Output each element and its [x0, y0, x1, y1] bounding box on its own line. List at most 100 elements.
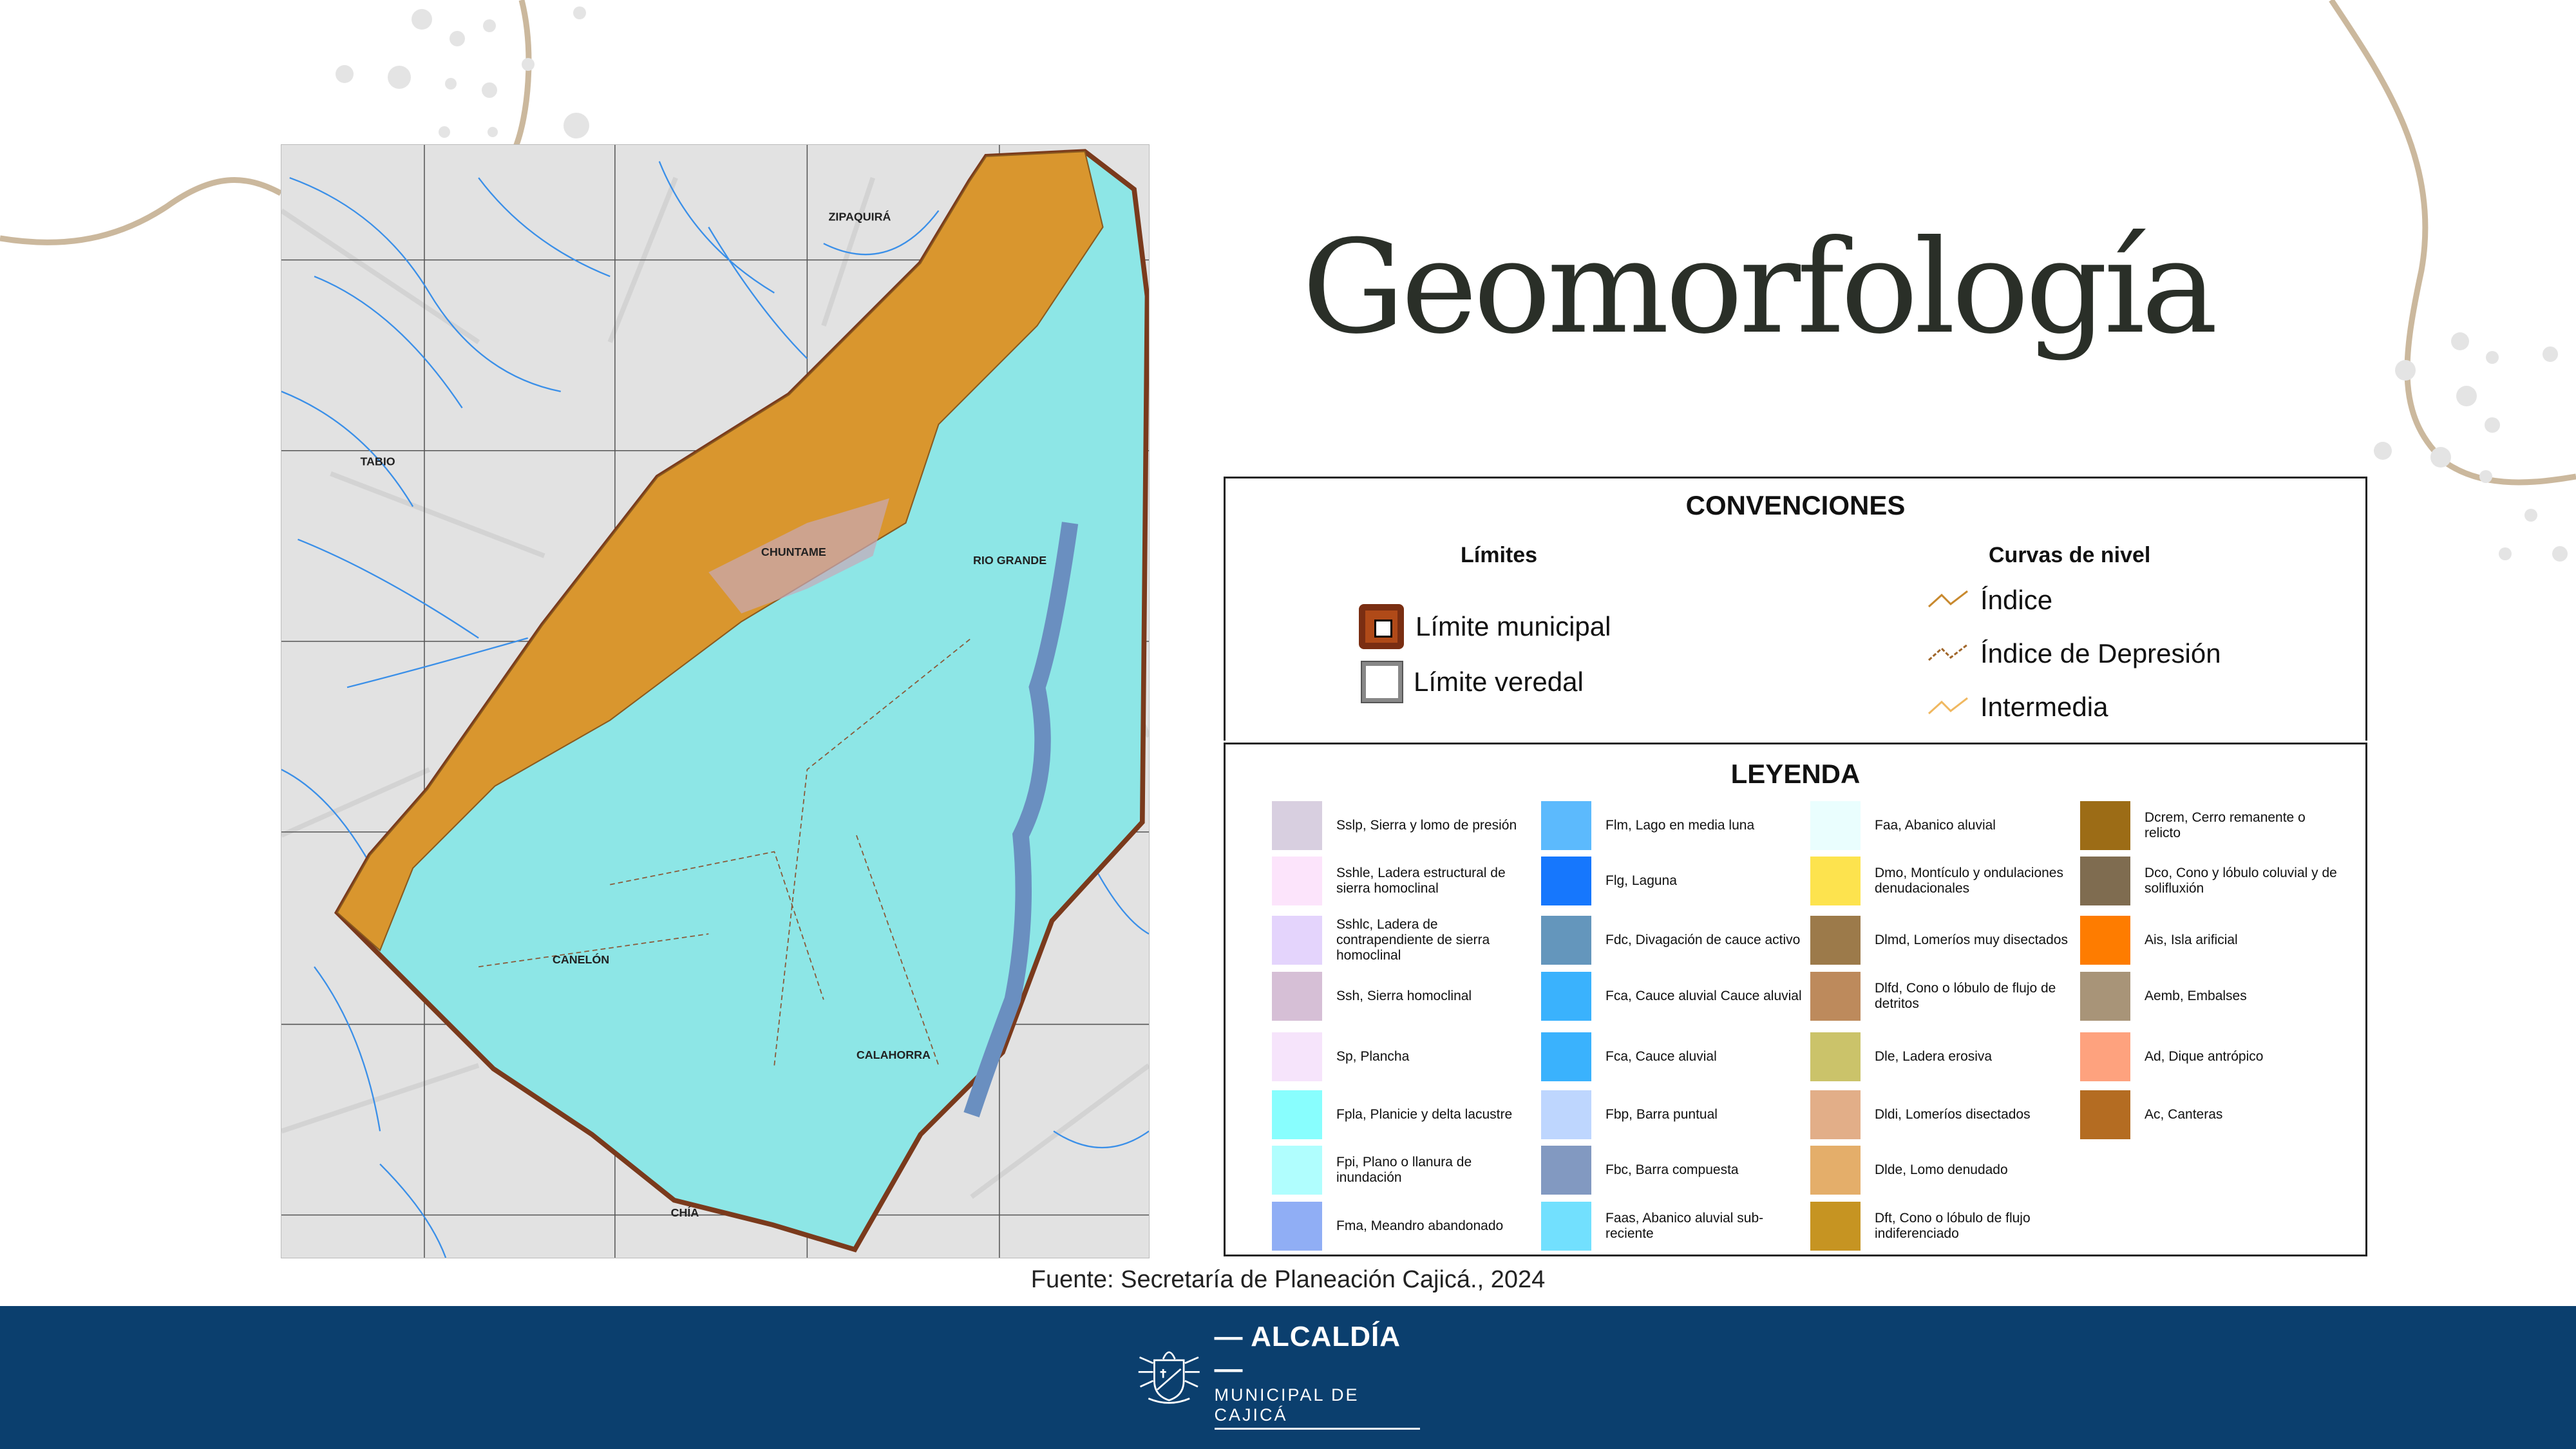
- intermediate-contour-icon: [1927, 697, 1968, 715]
- legend-item: Sshlc, Ladera de contrapendiente de sier…: [1272, 914, 1536, 967]
- legend-swatch: [1541, 1202, 1591, 1251]
- source-caption: Fuente: Secretaría de Planeación Cajicá.…: [1030, 1266, 1546, 1293]
- legend-swatch: [2080, 1032, 2130, 1081]
- legend-label: Fpi, Plano o llanura de inundación: [1336, 1155, 1472, 1185]
- legend-label: Dcrem, Cerro remanente o relicto: [2145, 810, 2306, 840]
- legend-municipal-boundary: Límite municipal: [1359, 604, 1611, 649]
- alcaldia-logo: — ALCALDÍA — MUNICIPAL DE CAJICÁ: [1137, 1321, 1420, 1430]
- municipal-boundary-icon: [1359, 604, 1404, 649]
- contour-line-icon: [1927, 590, 1968, 608]
- legend-item: Dldi, Lomeríos disectados: [1810, 1088, 2074, 1141]
- legend-item: Dft, Cono o lóbulo de flujo indiferencia…: [1810, 1200, 2074, 1253]
- legend-item: Fca, Cauce aluvial Cauce aluvial: [1541, 970, 1805, 1023]
- legend-swatch: [1541, 1090, 1591, 1139]
- conventions-panel: CONVENCIONES Límites Límite municipal Lí…: [1224, 477, 2367, 741]
- legend-item: Ac, Canteras: [2080, 1088, 2344, 1141]
- legend-item: Dle, Ladera erosiva: [1810, 1030, 2074, 1083]
- legend-swatch: [2080, 916, 2130, 965]
- legend-label: Ais, Isla arificial: [2145, 933, 2238, 947]
- contours-heading: Curvas de nivel: [1989, 543, 2151, 567]
- map-label-canelon: CANELÓN: [553, 952, 609, 966]
- footer-bar: [0, 1306, 2576, 1449]
- map-label-chuntame: CHUNTAME: [761, 545, 826, 558]
- legend-swatch: [1810, 1146, 1861, 1195]
- legend-label: Faas, Abanico aluvial sub-reciente: [1605, 1211, 1764, 1241]
- legend-item: Sshle, Ladera estructural de sierra homo…: [1272, 855, 1536, 907]
- legend-item: Dlmd, Lomeríos muy disectados: [1810, 914, 2074, 967]
- map-label-calahorra: CALAHORRA: [857, 1048, 931, 1061]
- legend-label: Dco, Cono y lóbulo coluvial y de soliflu…: [2145, 866, 2337, 896]
- legend-item: Ssh, Sierra homoclinal: [1272, 970, 1536, 1023]
- legend-label: Faa, Abanico aluvial: [1875, 818, 1996, 833]
- legend-item: Dco, Cono y lóbulo coluvial y de soliflu…: [2080, 855, 2344, 907]
- legend-swatch: [1810, 1090, 1861, 1139]
- legend-swatch: [1272, 916, 1322, 965]
- page-title: Geomorfología: [1302, 213, 2218, 363]
- legend-item: Sslp, Sierra y lomo de presión: [1272, 799, 1536, 852]
- legend-item: Dlde, Lomo denudado: [1810, 1144, 2074, 1197]
- legend-swatch: [1810, 972, 1861, 1021]
- map-label-rio-grande: RIO GRANDE: [973, 554, 1046, 567]
- legend-label: Fma, Meandro abandonado: [1336, 1218, 1504, 1233]
- legend-item: Ais, Isla arificial: [2080, 914, 2344, 967]
- legend-item: Faa, Abanico aluvial: [1810, 799, 2074, 852]
- legend-label: Ssh, Sierra homoclinal: [1336, 989, 1472, 1003]
- legend-label: Dldi, Lomeríos disectados: [1875, 1107, 2031, 1122]
- map-label-tabio: TABIO: [360, 455, 395, 468]
- legend-contour-index: Índice: [1927, 585, 2052, 616]
- legend-label: Dlde, Lomo denudado: [1875, 1162, 2008, 1177]
- legend-item: Flg, Laguna: [1541, 855, 1805, 907]
- legend-item: Flm, Lago en media luna: [1541, 799, 1805, 852]
- legend-item: Fpi, Plano o llanura de inundación: [1272, 1144, 1536, 1197]
- legend-swatch: [1541, 857, 1591, 905]
- legend-swatch: [1272, 801, 1322, 850]
- legend-label: Intermedia: [1980, 692, 2108, 722]
- legend-label: Fbc, Barra compuesta: [1605, 1162, 1739, 1177]
- coat-of-arms-icon: [1138, 1351, 1200, 1404]
- logo-line1: — ALCALDÍA —: [1214, 1320, 1400, 1385]
- legend-label: Sshlc, Ladera de contrapendiente de sier…: [1336, 917, 1490, 963]
- map-label-zipaquira: ZIPAQUIRÁ: [829, 209, 891, 223]
- legend-swatch: [1810, 916, 1861, 965]
- legend-item: Aemb, Embalses: [2080, 970, 2344, 1023]
- conventions-title: CONVENCIONES: [1685, 490, 1906, 520]
- legend-swatch: [1810, 857, 1861, 905]
- legend-swatch: [1272, 1202, 1322, 1251]
- legend-swatch: [2080, 857, 2130, 905]
- legend-label: Índice de Depresión: [1980, 638, 2221, 668]
- legend-item: Ad, Dique antrópico: [2080, 1030, 2344, 1083]
- legend-swatch: [1541, 1146, 1591, 1195]
- legend-swatch: [1272, 857, 1322, 905]
- legend-label: Aemb, Embalses: [2145, 989, 2247, 1003]
- legend-swatch: [1272, 1146, 1322, 1195]
- vereda-boundary-icon: [1361, 661, 1403, 703]
- legend-label: Ad, Dique antrópico: [2145, 1049, 2264, 1064]
- legend-label: Dmo, Montículo y ondulaciones denudacion…: [1875, 866, 2063, 896]
- legend-label: Dlfd, Cono o lóbulo de flujo de detritos: [1875, 981, 2056, 1011]
- legend-label: Sp, Plancha: [1336, 1049, 1410, 1064]
- slope-band: [336, 151, 1104, 952]
- legend-label: Sshle, Ladera estructural de sierra homo…: [1336, 866, 1506, 896]
- legend-contour-depression: Índice de Depresión: [1927, 638, 2221, 669]
- legend-item: Fma, Meandro abandonado: [1272, 1200, 1536, 1253]
- legend-swatch: [1541, 972, 1591, 1021]
- legend-label: Dle, Ladera erosiva: [1875, 1049, 1993, 1064]
- legend-label: Sslp, Sierra y lomo de presión: [1336, 818, 1517, 833]
- legend-swatch: [1810, 1032, 1861, 1081]
- legend-item: Fbp, Barra puntual: [1541, 1088, 1805, 1141]
- legend-swatch: [1272, 1090, 1322, 1139]
- rivers: [281, 161, 1149, 1258]
- legend-swatch: [1541, 1032, 1591, 1081]
- legend-label: Flm, Lago en media luna: [1605, 818, 1755, 833]
- legend-item: Fca, Cauce aluvial: [1541, 1030, 1805, 1083]
- legend-swatch: [2080, 972, 2130, 1021]
- legend-item: Dlfd, Cono o lóbulo de flujo de detritos: [1810, 970, 2074, 1023]
- legend-label: Fca, Cauce aluvial Cauce aluvial: [1605, 989, 1802, 1003]
- legend-swatch: [1541, 916, 1591, 965]
- limits-heading: Límites: [1461, 543, 1538, 567]
- legend-label: Ac, Canteras: [2145, 1107, 2223, 1122]
- legend-label: Dft, Cono o lóbulo de flujo indiferencia…: [1875, 1211, 2031, 1241]
- legend-swatch: [1272, 1032, 1322, 1081]
- legend-label: Flg, Laguna: [1605, 873, 1677, 888]
